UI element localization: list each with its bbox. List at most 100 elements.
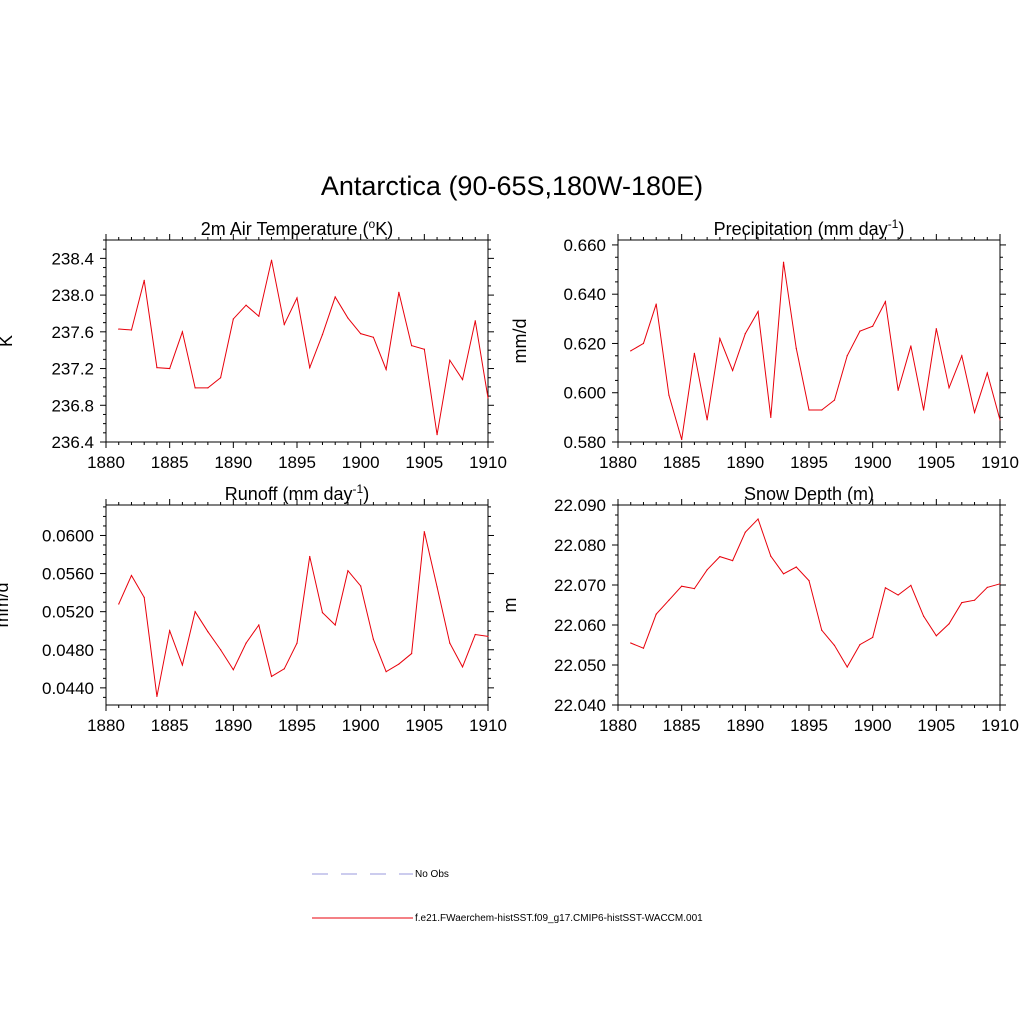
data-point xyxy=(360,585,362,587)
x-tick-label: 1890 xyxy=(726,453,764,472)
y-tick-label: 0.640 xyxy=(563,285,606,304)
data-point xyxy=(630,642,632,644)
data-point xyxy=(245,642,247,644)
x-tick-label: 1895 xyxy=(278,716,316,735)
data-point xyxy=(207,631,209,633)
panel-title-end: ) xyxy=(898,219,904,239)
panel-title-text: 2m Air Temperature ( xyxy=(201,219,369,239)
x-tick-label: 1905 xyxy=(405,453,443,472)
data-point xyxy=(923,409,925,411)
data-point xyxy=(258,315,260,317)
data-point xyxy=(948,623,950,625)
data-point xyxy=(270,259,273,261)
data-point xyxy=(296,642,298,644)
data-point xyxy=(118,328,120,330)
panel-2: Precipitation (mm day-1) 1880 1885 1890 1895… xyxy=(510,217,1019,472)
x-tick-label: 1905 xyxy=(917,453,955,472)
x-tick-label: 1880 xyxy=(599,716,637,735)
data-point xyxy=(194,611,196,613)
data-point xyxy=(156,695,158,698)
y-tick-label: 236.8 xyxy=(51,396,94,415)
x-tick-label: 1890 xyxy=(214,716,252,735)
data-point xyxy=(283,323,285,326)
panel-title-superscript: -1 xyxy=(353,482,364,496)
data-point xyxy=(334,624,336,626)
y-tick-label: 22.090 xyxy=(554,496,606,515)
panel-title-text: Snow Depth (m) xyxy=(744,484,874,504)
data-point xyxy=(130,574,133,577)
data-point xyxy=(372,336,374,338)
y-tick-label: 238.4 xyxy=(51,249,94,268)
data-point xyxy=(423,348,425,350)
data-point xyxy=(474,320,476,322)
data-point xyxy=(258,624,260,626)
data-point xyxy=(398,291,400,293)
data-point xyxy=(757,310,759,313)
data-point xyxy=(143,596,145,598)
data-point xyxy=(973,411,976,414)
data-point xyxy=(220,649,222,651)
y-tick-label: 236.4 xyxy=(51,433,94,452)
data-point xyxy=(884,587,887,589)
data-point xyxy=(487,397,489,399)
series-line xyxy=(118,260,489,435)
panel-4: Snow Depth (m) 1880 1885 1890 1895 1900 1905 19… xyxy=(500,484,1019,735)
x-tick-label: 1895 xyxy=(790,716,828,735)
data-point xyxy=(487,635,489,638)
x-tick-label: 1890 xyxy=(214,453,252,472)
data-point xyxy=(668,599,670,601)
legend-label-model: f.e21.FWaerchem-histSST.f09_g17.CMIP6-hi… xyxy=(415,913,703,924)
data-point xyxy=(655,303,657,305)
panel-title-end: K) xyxy=(375,219,393,239)
plot-frame xyxy=(617,504,1001,706)
series-line xyxy=(118,531,489,697)
data-point xyxy=(309,367,311,369)
data-point xyxy=(130,329,133,331)
data-point xyxy=(296,297,298,299)
x-tick-label: 1900 xyxy=(342,716,380,735)
data-point xyxy=(169,630,171,632)
data-point xyxy=(859,644,861,646)
data-point xyxy=(118,603,120,605)
data-point xyxy=(360,333,362,335)
data-point xyxy=(207,387,209,389)
x-tick-label: 1885 xyxy=(151,716,189,735)
y-tick-label: 0.0520 xyxy=(42,603,94,622)
panel-title: Precipitation (mm day-1) xyxy=(714,217,905,239)
data-point xyxy=(808,409,810,411)
x-tick-label: 1895 xyxy=(278,453,316,472)
data-point xyxy=(334,296,336,298)
y-axis-label: mm/d xyxy=(0,583,12,628)
panel-1: 2m Air Temperature (oK) 1880 1885 1890 1895 1… xyxy=(0,217,507,472)
x-tick-label: 1885 xyxy=(151,453,189,472)
data-point xyxy=(655,613,657,615)
panel-title-text: Runoff (mm day xyxy=(225,484,353,504)
data-point xyxy=(411,344,413,347)
data-point xyxy=(143,279,145,281)
y-tick-label: 22.060 xyxy=(554,616,606,635)
data-point xyxy=(782,573,785,575)
data-point xyxy=(732,369,734,372)
data-point xyxy=(449,642,451,644)
data-point xyxy=(757,518,759,520)
data-point xyxy=(156,367,158,369)
plot-frame xyxy=(105,239,489,443)
plot-frame xyxy=(617,239,1001,443)
y-axis-label: m xyxy=(500,598,520,613)
data-point xyxy=(474,633,476,636)
data-point xyxy=(961,355,963,357)
panel-title-superscript: o xyxy=(369,217,376,231)
x-tick-label: 1910 xyxy=(981,453,1019,472)
data-point xyxy=(872,636,874,639)
y-tick-label: 0.600 xyxy=(563,384,606,403)
panel-title-superscript: -1 xyxy=(888,217,899,231)
data-point xyxy=(732,560,734,562)
data-point xyxy=(770,555,772,557)
data-point xyxy=(461,378,464,381)
data-point xyxy=(935,635,937,637)
series-line xyxy=(630,518,1001,668)
y-tick-label: 22.080 xyxy=(554,536,606,555)
x-tick-label: 1900 xyxy=(342,453,380,472)
data-point xyxy=(283,668,285,670)
